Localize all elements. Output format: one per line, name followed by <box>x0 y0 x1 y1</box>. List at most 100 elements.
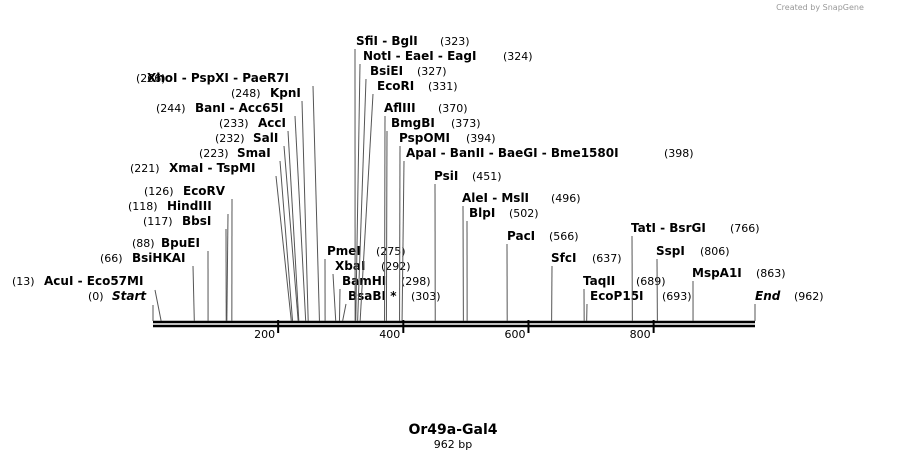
site-label: EcoRV <box>183 184 226 198</box>
enzyme-name: Bme1580I <box>551 146 619 160</box>
enzyme-name: SalI <box>253 131 278 145</box>
enzyme-name: BlpI <box>469 206 495 220</box>
position-label: (126) <box>144 185 174 198</box>
position-label: (88) <box>132 237 155 250</box>
position-label: (298) <box>401 275 431 288</box>
site-label: EcoP15I <box>590 289 644 303</box>
separator: - <box>434 49 447 63</box>
position-label: (244) <box>156 102 186 115</box>
site-label: Start <box>112 289 147 303</box>
enzyme-name: XbaI <box>335 259 365 273</box>
scale-label: 400 <box>379 328 400 341</box>
site-line <box>357 78 367 322</box>
separator: - <box>178 71 191 85</box>
enzyme-name: BglI <box>391 34 417 48</box>
site-line <box>294 115 307 322</box>
position-label: (118) <box>128 200 158 213</box>
site-label: SmaI <box>237 146 271 160</box>
scale-label: 600 <box>504 328 525 341</box>
site-line <box>338 288 341 322</box>
site-line <box>332 273 337 322</box>
enzyme-name: BsaBI <box>348 289 386 303</box>
site-label: NotI - EaeI - EagI <box>363 49 476 63</box>
enzyme-name: BpuEI <box>161 236 200 250</box>
separator: - <box>203 161 216 175</box>
enzyme-name: BsiEI <box>370 64 403 78</box>
enzyme-name: BmgBI <box>391 116 435 130</box>
site-label: AccI <box>258 116 286 130</box>
position-label: (373) <box>451 117 481 130</box>
enzyme-name: BbsI <box>182 214 211 228</box>
position-label: (766) <box>730 222 760 235</box>
site-line <box>283 145 299 322</box>
position-label: (502) <box>509 207 539 220</box>
enzyme-name: PacI <box>507 229 535 243</box>
enzyme-name: MspA1I <box>692 266 742 280</box>
enzyme-name: KpnI <box>270 86 301 100</box>
scale-label: 200 <box>254 328 275 341</box>
site-line <box>279 160 294 322</box>
enzyme-name: BanII <box>450 146 485 160</box>
site-label: BsaBI * <box>348 289 397 303</box>
separator: - <box>538 146 551 160</box>
site-line <box>312 85 320 322</box>
enzyme-name: SfiI <box>356 34 378 48</box>
position-label: (693) <box>662 290 692 303</box>
position-label: (398) <box>664 147 694 160</box>
position-label: (233) <box>219 117 249 130</box>
enzyme-name: SmaI <box>237 146 271 160</box>
site-line <box>154 289 162 322</box>
watermark: Created by SnapGene <box>776 3 864 12</box>
site-label: SfiI - BglI <box>356 34 418 48</box>
separator: - <box>378 34 391 48</box>
enzyme-name: HindIII <box>167 199 212 213</box>
site-label: End <box>755 289 781 303</box>
enzyme-name: PsiI <box>434 169 458 183</box>
enzyme-name: XmaI <box>169 161 203 175</box>
position-label: (327) <box>417 65 447 78</box>
position-label: (232) <box>215 132 245 145</box>
position-label: (566) <box>549 230 579 243</box>
enzyme-name: PspXI <box>191 71 229 85</box>
site-label: BsiEI <box>370 64 403 78</box>
site-line <box>287 130 300 322</box>
enzyme-name: EagI <box>447 49 476 63</box>
site-label: HindIII <box>167 199 212 213</box>
site-label: PmeI <box>327 244 361 258</box>
site-label: SspI <box>656 244 685 258</box>
enzyme-name: AccI <box>258 116 286 130</box>
separator: - <box>229 71 242 85</box>
position-label: (13) <box>12 275 35 288</box>
enzyme-name: SspI <box>656 244 685 258</box>
scale-label: 800 <box>630 328 651 341</box>
site-label: AflIII <box>384 101 416 115</box>
site-line <box>355 63 361 322</box>
position-label: (221) <box>130 162 160 175</box>
separator: - <box>225 101 238 115</box>
position-label: (117) <box>143 215 173 228</box>
enzyme-name: MslI <box>501 191 529 205</box>
enzyme-name: EcoRV <box>183 184 226 198</box>
position-label: (266) <box>136 72 166 85</box>
position-label: (806) <box>700 245 730 258</box>
enzyme-name: End <box>755 289 781 303</box>
position-label: (863) <box>756 267 786 280</box>
enzyme-name: Acc65I <box>239 101 284 115</box>
separator: - <box>485 146 498 160</box>
site-label: KpnI <box>270 86 301 100</box>
enzyme-name: AcuI <box>44 274 73 288</box>
enzyme-name: AflIII <box>384 101 416 115</box>
map-title: Or49a-Gal4 <box>408 422 497 438</box>
site-label: XmaI - TspMI <box>169 161 255 175</box>
site-marker: * <box>390 289 397 303</box>
site-label: EcoRI <box>377 79 414 93</box>
position-label: (292) <box>381 260 411 273</box>
enzyme-name: BaeGI <box>498 146 538 160</box>
enzyme-name: ApaI <box>406 146 436 160</box>
separator: - <box>392 49 405 63</box>
position-label: (275) <box>376 245 406 258</box>
position-label: (962) <box>794 290 824 303</box>
position-label: (0) <box>88 290 104 303</box>
enzyme-name: TspMI <box>217 161 256 175</box>
